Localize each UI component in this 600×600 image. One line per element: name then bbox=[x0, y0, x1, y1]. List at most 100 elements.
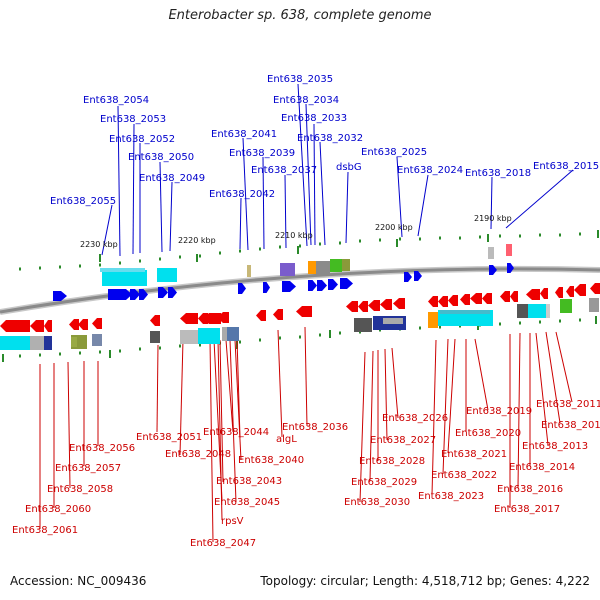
gene-feature bbox=[589, 298, 599, 312]
scale-tick-major bbox=[595, 316, 597, 324]
gene-feature bbox=[30, 320, 44, 332]
scale-tick bbox=[19, 267, 21, 271]
scale-tick bbox=[359, 239, 361, 243]
gene-feature bbox=[346, 301, 358, 312]
scale-tick-major bbox=[2, 354, 4, 362]
gene-label-reverse: Ent638_2017 bbox=[494, 504, 560, 515]
gene-feature bbox=[489, 265, 497, 275]
scale-tick bbox=[99, 350, 101, 354]
gene-label-reverse: Ent638_2014 bbox=[509, 462, 575, 473]
label-connector bbox=[545, 331, 561, 424]
gene-feature bbox=[506, 244, 512, 256]
gene-feature bbox=[198, 328, 220, 344]
gene-feature bbox=[566, 286, 574, 297]
label-connector bbox=[396, 156, 403, 238]
gene-label-reverse: Ent638_2056 bbox=[69, 443, 135, 454]
scale-tick bbox=[39, 266, 41, 270]
feature-group bbox=[0, 244, 600, 350]
scale-tick bbox=[479, 235, 481, 239]
scale-tick bbox=[259, 247, 261, 251]
gene-label-reverse: Ent638_2029 bbox=[351, 477, 417, 488]
scale-tick bbox=[399, 237, 401, 241]
gene-feature bbox=[507, 263, 514, 273]
gene-feature bbox=[273, 309, 283, 320]
scale-label: 2210 kbp bbox=[275, 231, 313, 240]
gene-label-reverse: Ent638_2057 bbox=[55, 463, 121, 474]
label-connector bbox=[417, 174, 429, 237]
gene-feature bbox=[92, 334, 102, 346]
genome-backbone bbox=[0, 267, 600, 314]
label-connector bbox=[132, 123, 135, 255]
gene-feature bbox=[380, 299, 392, 310]
gene-feature bbox=[482, 293, 492, 304]
gene-feature bbox=[150, 331, 160, 343]
label-connector bbox=[217, 339, 223, 521]
label-connector bbox=[431, 339, 437, 496]
gene-label-reverse: Ent638_2044 bbox=[203, 427, 269, 438]
scale-tick bbox=[459, 236, 461, 240]
label-connector bbox=[313, 123, 316, 246]
gene-label-forward: Ent638_2032 bbox=[297, 133, 363, 144]
label-connector bbox=[169, 181, 173, 252]
scale-tick bbox=[79, 351, 81, 355]
scale-tick bbox=[199, 254, 201, 258]
gene-label-reverse: Ent638_2048 bbox=[165, 449, 231, 460]
gene-label-reverse: Ent638_2028 bbox=[359, 456, 425, 467]
gene-label-reverse: Ent638_2047 bbox=[190, 538, 256, 549]
gene-feature bbox=[150, 315, 160, 326]
gene-label-reverse: Ent638_2060 bbox=[25, 504, 91, 515]
label-connector bbox=[236, 337, 241, 439]
gene-label-reverse: Ent638_2045 bbox=[214, 497, 280, 508]
scale-label: 2220 kbp bbox=[178, 236, 216, 245]
label-connector bbox=[262, 156, 265, 250]
gene-label-forward: Ent638_2054 bbox=[83, 95, 149, 106]
gene-feature bbox=[574, 284, 586, 296]
gene-feature bbox=[555, 287, 563, 298]
gene-feature bbox=[526, 289, 540, 300]
label-connector bbox=[369, 350, 374, 482]
gene-label-forward: Ent638_2015 bbox=[533, 161, 599, 172]
gene-feature bbox=[414, 271, 422, 281]
accession-text: Accession: NC_009436 bbox=[10, 574, 147, 588]
label-connector bbox=[505, 169, 574, 229]
label-connector bbox=[284, 174, 287, 249]
scale-tick bbox=[239, 340, 241, 344]
scale-tick bbox=[579, 318, 581, 322]
gene-feature bbox=[158, 287, 168, 298]
scale-tick bbox=[379, 238, 381, 242]
gene-label-reverse: Ent638_2030 bbox=[344, 497, 410, 508]
scale-tick bbox=[159, 257, 161, 261]
gene-feature bbox=[108, 289, 132, 300]
scale-tick bbox=[79, 264, 81, 268]
topology-text: Topology: circular; Length: 4,518,712 bp… bbox=[260, 574, 590, 588]
label-connector bbox=[305, 103, 312, 246]
gene-label-reverse: Ent638_2023 bbox=[418, 491, 484, 502]
scale-tick bbox=[519, 321, 521, 325]
gene-label-forward: Ent638_2055 bbox=[50, 196, 116, 207]
gene-feature bbox=[540, 288, 548, 299]
gene-feature bbox=[203, 313, 221, 324]
gene-feature bbox=[53, 291, 67, 301]
scale-tick-major bbox=[396, 239, 398, 247]
scale-tick bbox=[139, 347, 141, 351]
gene-feature bbox=[102, 270, 147, 286]
scale-tick-major bbox=[109, 350, 111, 358]
scale-tick-major bbox=[329, 330, 331, 338]
gene-label-forward: Ent638_2052 bbox=[109, 134, 175, 145]
gene-feature bbox=[358, 301, 368, 312]
scale-tick bbox=[559, 233, 561, 237]
scale-tick bbox=[119, 349, 121, 353]
scale-tick bbox=[179, 255, 181, 259]
gene-feature bbox=[500, 291, 510, 302]
scale-tick-major bbox=[196, 254, 198, 262]
label-lines-group bbox=[39, 83, 574, 543]
gene-feature bbox=[354, 318, 372, 332]
gene-feature bbox=[0, 336, 30, 350]
gene-feature bbox=[368, 300, 380, 311]
scale-tick bbox=[159, 346, 161, 350]
scale-tick bbox=[279, 245, 281, 249]
gene-label-reverse: Ent638_2058 bbox=[47, 484, 113, 495]
gene-feature bbox=[308, 280, 317, 291]
gene-feature bbox=[296, 306, 312, 317]
